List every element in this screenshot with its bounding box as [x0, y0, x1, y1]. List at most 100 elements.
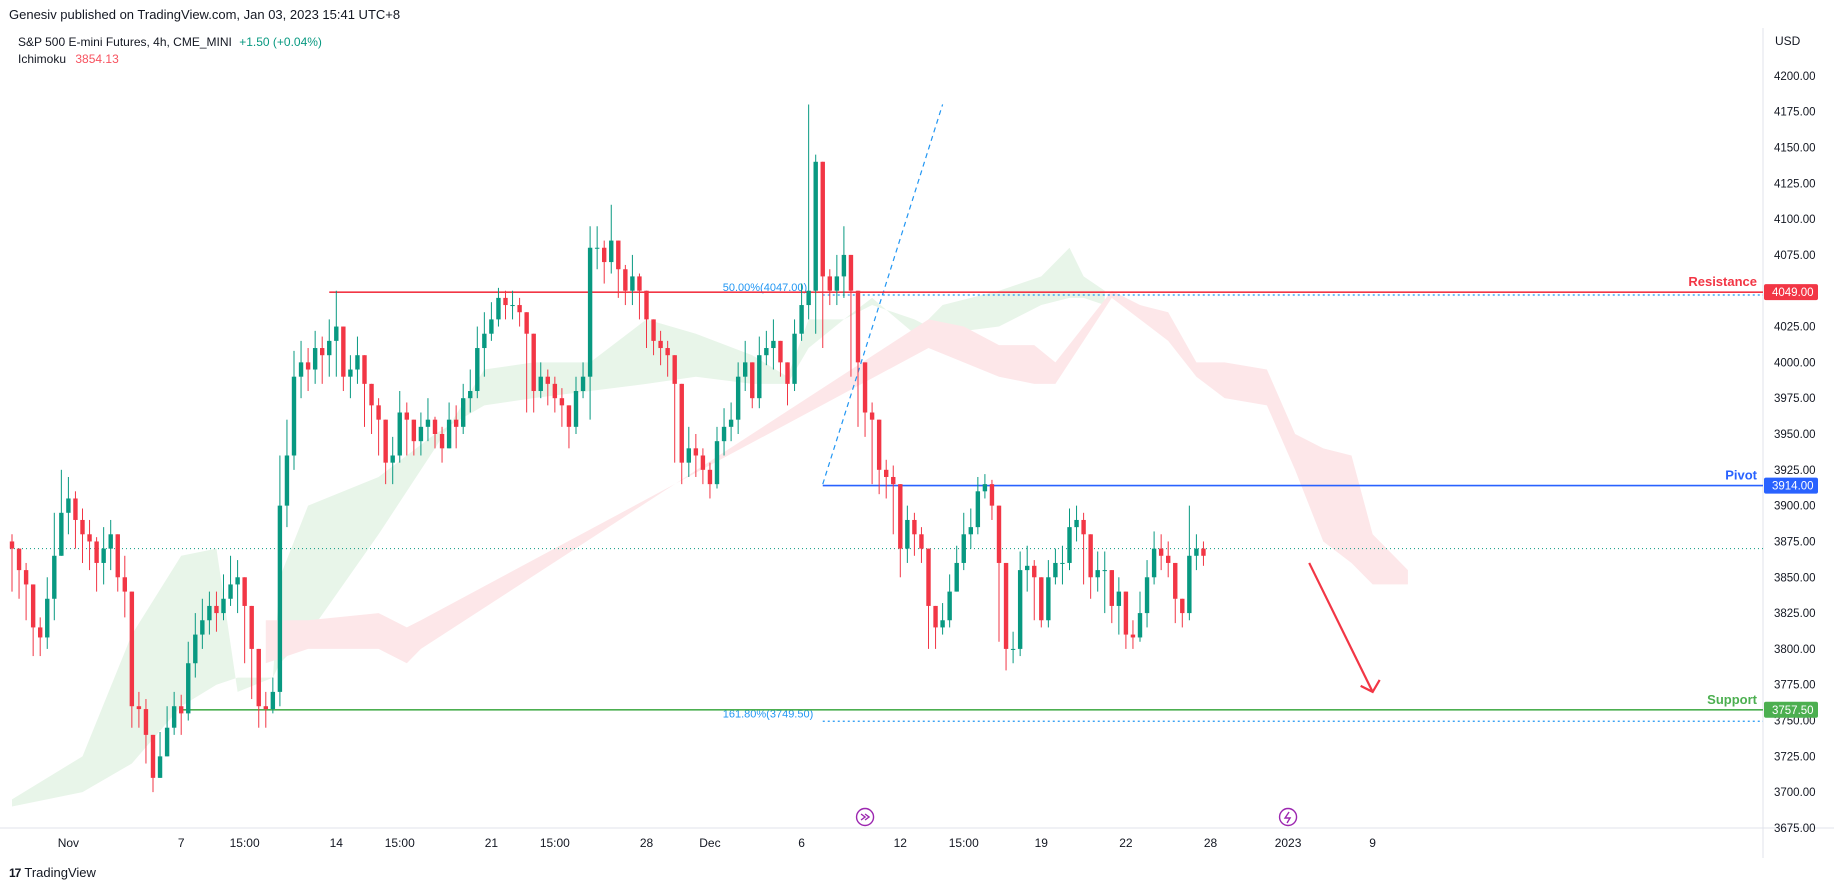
- candle: [115, 534, 120, 592]
- y-tick-label: 3975.00: [1774, 393, 1816, 405]
- candle-body: [566, 405, 572, 427]
- candle-body: [658, 340, 663, 349]
- candle-body: [898, 484, 903, 549]
- candle-body: [453, 419, 459, 427]
- x-tick-label: 12: [894, 836, 908, 850]
- level-label-support: Support: [1707, 692, 1757, 707]
- candle: [157, 732, 163, 778]
- candle: [1116, 577, 1122, 635]
- candle: [919, 527, 924, 563]
- y-tick-label: 3825.00: [1774, 608, 1816, 620]
- indicator-name[interactable]: Ichimoku: [18, 52, 67, 66]
- candle-body: [468, 391, 473, 399]
- candle: [312, 330, 318, 384]
- price-badge-bg: [1764, 477, 1818, 494]
- candle-body: [1187, 555, 1192, 614]
- candle-body: [714, 441, 720, 485]
- candle: [587, 226, 593, 420]
- candle-body: [503, 297, 508, 306]
- price-badge-support: 3757.50: [1764, 701, 1818, 718]
- candle: [580, 362, 586, 399]
- candle: [207, 591, 212, 635]
- candle-body: [778, 340, 783, 363]
- candle-body: [66, 498, 71, 513]
- candle-body: [1102, 570, 1107, 572]
- candle: [355, 336, 360, 384]
- candle: [263, 691, 268, 728]
- candle: [101, 527, 106, 585]
- y-tick-label: 4075.00: [1774, 250, 1816, 262]
- candle-body: [637, 276, 642, 291]
- currency-label[interactable]: USD: [1775, 34, 1801, 48]
- candle: [1201, 541, 1206, 566]
- candle-body: [1166, 555, 1171, 563]
- candle: [1039, 577, 1044, 628]
- candle-body: [799, 305, 804, 334]
- candle: [743, 340, 748, 392]
- candle: [891, 465, 896, 535]
- candle: [179, 694, 184, 735]
- candle-body: [38, 627, 43, 638]
- symbol-row: S&P 500 E-mini Futures, 4h, CME_MINI +1.…: [18, 34, 322, 51]
- indicator-value: 3854.13: [75, 52, 119, 66]
- candle: [136, 691, 142, 728]
- candle: [1166, 541, 1171, 578]
- candle: [23, 562, 29, 621]
- price-badge-resistance: 4049.00: [1764, 284, 1818, 301]
- candle: [256, 648, 261, 728]
- forecast-arrow-head: [1360, 679, 1381, 694]
- symbol-title[interactable]: S&P 500 E-mini Futures, 4h, CME_MINI: [18, 35, 232, 49]
- candle: [446, 402, 452, 449]
- candle: [862, 362, 868, 437]
- candle-body: [73, 498, 78, 520]
- candle: [475, 326, 480, 399]
- cloud-bullish: [12, 247, 1105, 807]
- candle-body: [193, 634, 198, 664]
- candle-body: [411, 419, 417, 442]
- y-tick-label: 3675.00: [1774, 823, 1816, 835]
- candle-body: [869, 412, 875, 420]
- candle-body: [298, 362, 304, 377]
- candle: [792, 319, 797, 392]
- candle: [820, 161, 825, 349]
- candle-body: [602, 247, 607, 263]
- candle: [545, 369, 550, 406]
- candle-body: [186, 663, 191, 714]
- candle-body: [1053, 562, 1058, 578]
- candle: [552, 376, 558, 413]
- candle: [87, 519, 92, 571]
- candle-body: [792, 333, 797, 384]
- candle: [989, 479, 995, 520]
- candle: [693, 434, 699, 477]
- candle-body: [1067, 527, 1072, 563]
- candle: [298, 340, 304, 399]
- candle-body: [496, 297, 501, 320]
- candle-body: [179, 706, 184, 714]
- candle: [171, 691, 177, 735]
- candle: [461, 383, 466, 434]
- candle: [764, 330, 769, 366]
- candle: [52, 512, 57, 621]
- candle-body: [284, 455, 290, 506]
- candle-body: [735, 376, 741, 420]
- candle-body: [101, 548, 106, 563]
- ichimoku-cloud: [12, 247, 1408, 807]
- candle: [623, 264, 628, 306]
- candle-body: [1173, 562, 1178, 599]
- candle: [721, 408, 727, 456]
- price-badge-bg: [1764, 701, 1818, 718]
- y-tick-label: 3725.00: [1774, 751, 1816, 763]
- tradingview-footer[interactable]: 17 TradingView: [9, 865, 96, 880]
- candle-body: [439, 434, 445, 449]
- candle: [876, 419, 882, 495]
- candle-body: [1137, 613, 1143, 638]
- candle-body: [933, 605, 938, 628]
- candle-body: [277, 505, 283, 692]
- candle-body: [820, 161, 825, 277]
- candle-body: [1032, 565, 1037, 578]
- candle: [468, 369, 473, 413]
- candle-body: [679, 383, 684, 463]
- candle: [221, 574, 226, 621]
- x-tick-label: 22: [1119, 836, 1133, 850]
